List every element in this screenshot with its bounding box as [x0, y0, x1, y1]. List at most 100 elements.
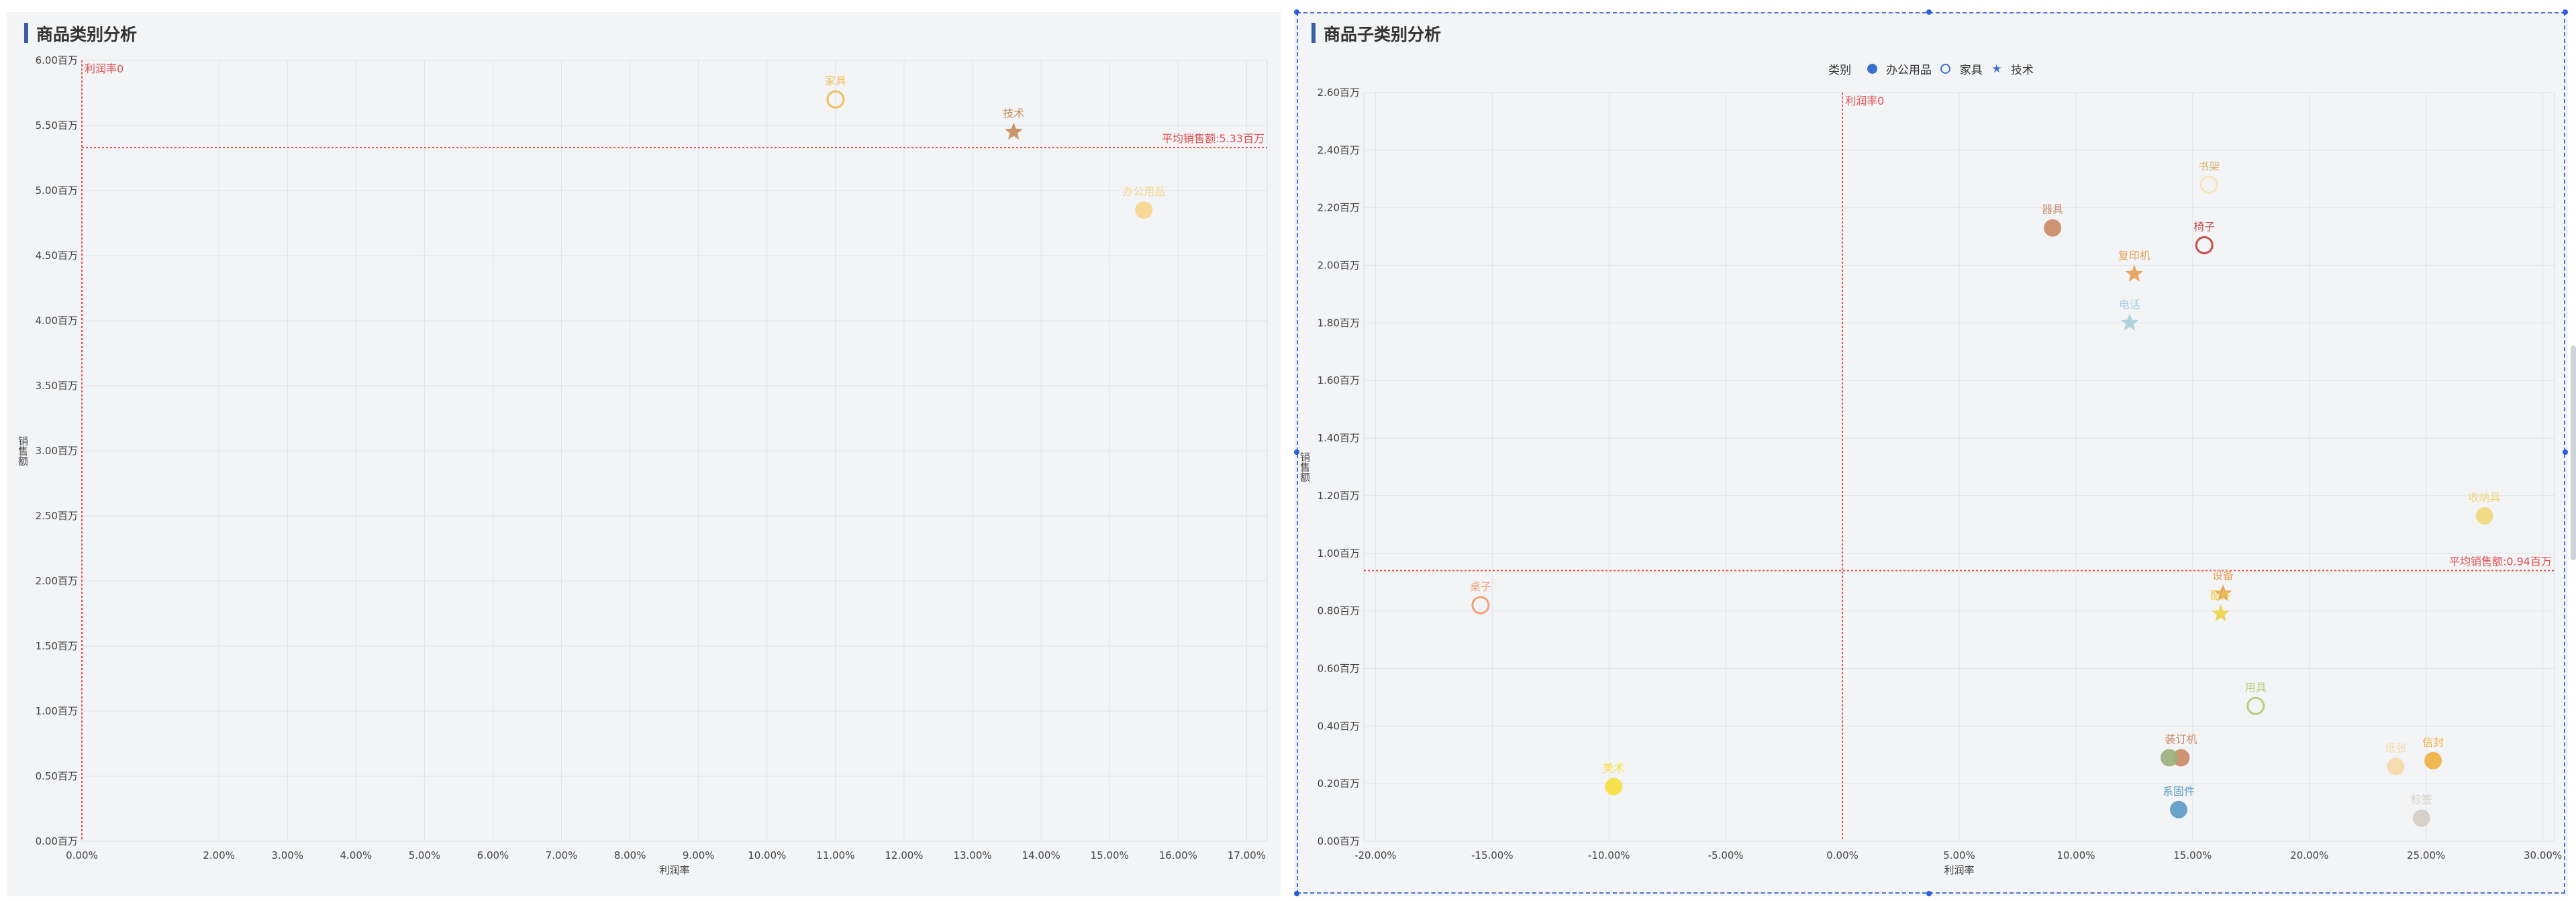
x-tick-label: 15.00% — [1091, 849, 1129, 861]
data-label: 复印机 — [2118, 249, 2150, 262]
data-label: 收纳具 — [2469, 491, 2501, 504]
y-tick-label: 1.50百万 — [36, 640, 78, 652]
x-tick-label: 4.00% — [340, 849, 372, 861]
x-tick-label: 10.00% — [2057, 849, 2095, 861]
data-point-star — [2214, 584, 2232, 602]
x-tick-label: 11.00% — [816, 849, 854, 861]
x-tick-label: 8.00% — [614, 849, 646, 861]
y-tick-label: 2.50百万 — [36, 510, 78, 522]
data-label: 标签 — [2411, 794, 2432, 806]
vertical-scrollbar[interactable] — [2571, 346, 2576, 560]
data-point — [2424, 751, 2442, 770]
data-label: 系固件 — [2163, 785, 2195, 798]
y-tick-label: 3.50百万 — [36, 380, 78, 392]
chart-legend: 类别 办公用品 家具 ★ 技术 — [1294, 60, 2568, 78]
y-axis-title: 销售额 — [1299, 452, 1311, 482]
x-tick-label: 7.00% — [546, 849, 578, 861]
x-axis-title: 利润率 — [659, 864, 689, 876]
legend-item-furniture[interactable]: 家具 — [1959, 64, 1983, 77]
category-scatter-chart[interactable]: 0.00百万 0.50百万 1.00百万 1.50百万 2.00百万 2.50百万 3.00… — [7, 12, 1281, 896]
x-tick-label: 16.00% — [1159, 849, 1197, 861]
data-label: 桌子 — [1470, 580, 1491, 593]
x-tick-label: -10.00% — [1588, 849, 1630, 861]
zero-profit-label: 利润率0 — [1845, 95, 1884, 107]
data-point — [2412, 809, 2430, 827]
subcategory-analysis-panel: 商品子类别分析 类别 办公用品 家具 ★ 技术 0.00百万 0.20百万 0.40… — [1294, 12, 2568, 896]
resize-handle[interactable] — [1294, 449, 1299, 455]
legend-circle-hollow-icon[interactable] — [1940, 64, 1951, 74]
y-tick-label: 2.00百万 — [1318, 260, 1360, 272]
resize-handle[interactable] — [2563, 9, 2568, 15]
x-tick-label: 10.00% — [748, 849, 786, 861]
data-point-hollow — [826, 90, 845, 109]
data-label: 美术 — [1603, 761, 1624, 774]
subcategory-scatter-chart[interactable]: 0.00百万 0.20百万 0.40百万 0.60百万 0.80百万 1.00百万 1.20… — [1294, 12, 2568, 896]
data-point — [2475, 507, 2493, 525]
data-point-star — [1005, 122, 1023, 140]
title-accent-bar — [1311, 23, 1316, 43]
y-tick-label: 1.20百万 — [1318, 490, 1360, 502]
average-sales-label: 平均销售额:0.94百万 — [2449, 555, 2552, 568]
x-tick-label: -20.00% — [1354, 849, 1397, 861]
y-tick-label: 0.40百万 — [1318, 720, 1360, 732]
y-tick-label: 0.00百万 — [36, 835, 78, 847]
data-point-hollow — [2246, 696, 2265, 715]
y-tick-label: 0.50百万 — [36, 770, 78, 782]
data-point — [1605, 778, 1623, 796]
panel-title: 商品子类别分析 — [1324, 25, 1442, 44]
data-point-star — [2120, 313, 2139, 331]
resize-handle[interactable] — [1926, 9, 1932, 15]
x-tick-label: 13.00% — [953, 849, 991, 861]
x-tick-label: 12.00% — [885, 849, 923, 861]
data-label: 配件 — [2210, 589, 2232, 602]
y-tick-label: 2.60百万 — [1318, 87, 1360, 99]
data-label: 书架 — [2198, 160, 2220, 172]
y-tick-label: 1.60百万 — [1318, 374, 1360, 386]
data-label: 装订机 — [2165, 733, 2197, 746]
x-tick-label: 3.00% — [271, 849, 303, 861]
y-tick-label: 3.00百万 — [36, 445, 78, 457]
x-tick-label: -5.00% — [1708, 849, 1744, 861]
y-tick-label: 4.00百万 — [36, 315, 78, 327]
x-tick-label: 30.00% — [2524, 849, 2562, 861]
legend-item-technology[interactable]: 技术 — [2010, 64, 2034, 77]
average-sales-label: 平均销售额:5.33百万 — [1162, 132, 1265, 145]
data-label: 用具 — [2245, 681, 2267, 694]
y-tick-label: 2.20百万 — [1318, 202, 1360, 214]
resize-handle[interactable] — [2563, 449, 2568, 455]
y-tick-label: 6.00百万 — [36, 54, 78, 66]
data-label: 家具 — [825, 74, 846, 87]
y-tick-label: 1.00百万 — [36, 705, 78, 717]
data-label: 技术 — [1003, 107, 1024, 120]
data-label: 办公用品 — [1122, 185, 1165, 198]
data-point-hollow — [2195, 235, 2214, 254]
data-point — [2387, 757, 2405, 776]
data-label: 纸张 — [2385, 741, 2406, 754]
x-tick-label: 0.00% — [1826, 849, 1859, 861]
data-label: 设备 — [2212, 569, 2234, 582]
x-tick-label: 14.00% — [1022, 849, 1060, 861]
y-tick-label: 1.80百万 — [1318, 317, 1360, 329]
data-point — [2161, 749, 2179, 767]
legend-item-office[interactable]: 办公用品 — [1885, 64, 1932, 77]
resize-handle[interactable] — [1926, 891, 1932, 896]
y-tick-label: 5.50百万 — [36, 119, 78, 131]
data-point — [2044, 219, 2062, 237]
legend-star-icon[interactable]: ★ — [1991, 62, 2002, 76]
x-tick-label: 15.00% — [2173, 849, 2212, 861]
title-accent-bar — [24, 23, 28, 43]
y-tick-label: 0.20百万 — [1318, 778, 1360, 790]
data-label: 电话 — [2119, 298, 2140, 311]
legend-circle-filled-icon[interactable] — [1867, 64, 1877, 74]
data-point — [1135, 201, 1153, 219]
data-point-hollow — [1471, 596, 1490, 615]
y-axis-title: 销售额 — [17, 436, 29, 466]
y-tick-label: 0.60百万 — [1318, 662, 1360, 674]
legend-title: 类别 — [1828, 64, 1852, 77]
x-tick-label: 0.00% — [66, 849, 98, 861]
resize-handle[interactable] — [1294, 9, 1299, 15]
y-tick-label: 0.00百万 — [1318, 835, 1360, 847]
resize-handle[interactable] — [1294, 891, 1299, 896]
y-tick-label: 1.00百万 — [1318, 547, 1360, 560]
y-tick-label: 5.00百万 — [36, 184, 78, 197]
